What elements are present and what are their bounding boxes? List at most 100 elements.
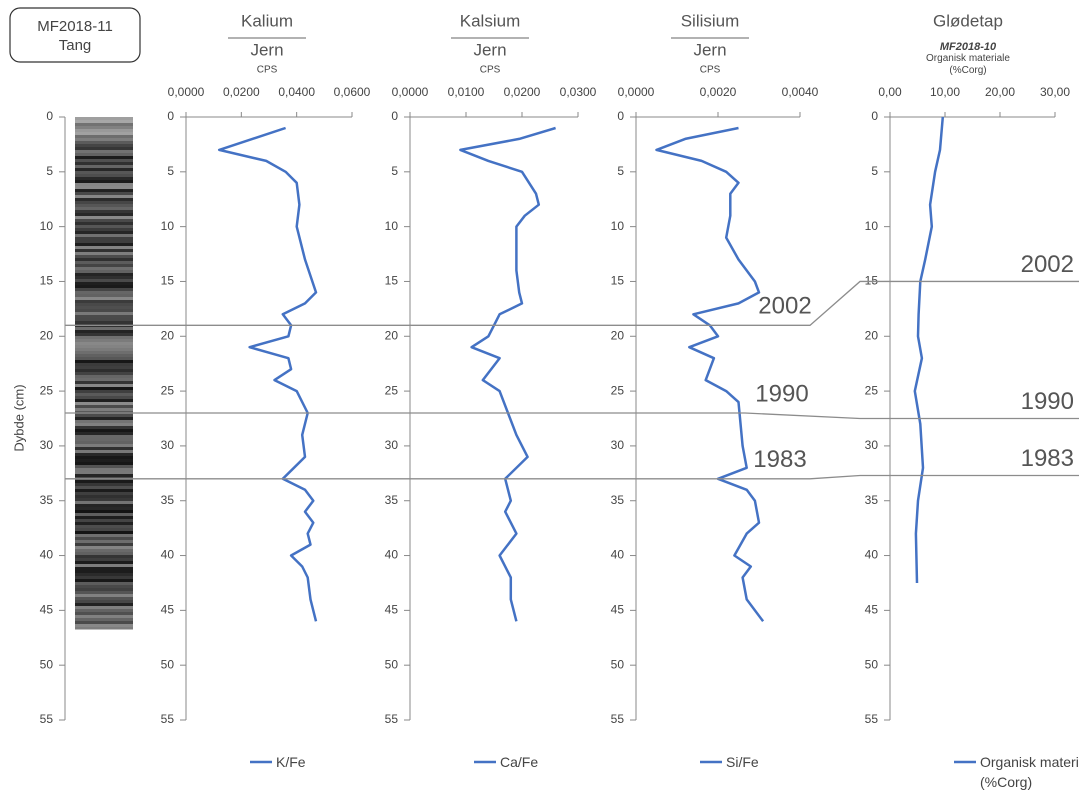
core-stripe <box>75 540 133 544</box>
x-tick-label: 0,0100 <box>448 85 485 99</box>
legend-box: Ca/Fe <box>500 754 538 770</box>
y-axis-label: Dybde (cm) <box>11 384 26 451</box>
core-stripe <box>75 360 133 364</box>
x-tick-label: 0,0300 <box>560 85 597 99</box>
core-stripe <box>75 600 133 604</box>
core-image <box>75 117 133 630</box>
year-label: 1983 <box>753 446 806 473</box>
core-stripe <box>75 279 133 283</box>
year-label: 1990 <box>755 380 808 407</box>
y-tick-label: 20 <box>611 328 625 342</box>
core-stripe <box>75 366 133 370</box>
y-tick-label: 45 <box>40 603 54 617</box>
core-stripe <box>75 621 133 625</box>
y-tick-label: 35 <box>161 493 175 507</box>
x-tick-label: 20,00 <box>985 85 1015 99</box>
x-tick-label: 0,0400 <box>278 85 315 99</box>
core-stripe <box>75 522 133 526</box>
y-tick-label: 50 <box>865 657 879 671</box>
core-stripe <box>75 573 133 577</box>
y-tick-label: 20 <box>865 328 879 342</box>
y-tick-label: 40 <box>611 548 625 562</box>
core-stripe <box>75 555 133 559</box>
core-stripe <box>75 186 133 190</box>
y-tick-label: 0 <box>46 109 53 123</box>
core-stripe <box>75 249 133 253</box>
core-stripe <box>75 321 133 325</box>
core-stripe <box>75 618 133 622</box>
core-stripe <box>75 402 133 406</box>
core-stripe <box>75 426 133 430</box>
y-tick-label: 0 <box>167 109 174 123</box>
legend-box: Organisk materiale (%Corg) <box>980 754 1079 790</box>
y-tick-label: 30 <box>385 438 399 452</box>
core-stripe <box>75 576 133 580</box>
x-tick-label: 10,00 <box>930 85 960 99</box>
core-stripe <box>75 627 133 630</box>
core-stripe <box>75 213 133 217</box>
y-tick-label: 20 <box>385 328 399 342</box>
core-stripe <box>75 465 133 469</box>
core-stripe <box>75 582 133 586</box>
core-stripe <box>75 120 133 124</box>
core-stripe <box>75 447 133 451</box>
core-stripe <box>75 333 133 337</box>
core-stripe <box>75 348 133 352</box>
core-stripe <box>75 405 133 409</box>
core-stripe <box>75 561 133 565</box>
core-stripe <box>75 336 133 340</box>
core-stripe <box>75 606 133 610</box>
core-stripe <box>75 246 133 250</box>
core-stripe <box>75 489 133 493</box>
panel-title: Glødetap <box>933 11 1003 30</box>
core-stripe <box>75 441 133 445</box>
core-stripe <box>75 591 133 595</box>
core-stripe <box>75 159 133 163</box>
y-tick-label: 50 <box>40 657 54 671</box>
y-tick-label: 55 <box>865 712 879 726</box>
core-stripe <box>75 513 133 517</box>
core-stripe <box>75 414 133 418</box>
core-stripe <box>75 282 133 286</box>
core-stripe <box>75 507 133 511</box>
x-tick-label: 0,0040 <box>782 85 819 99</box>
panel-unit: CPS <box>257 65 278 76</box>
correlation-line <box>65 412 1079 420</box>
y-tick-label: 15 <box>40 274 54 288</box>
y-tick-label: 10 <box>161 219 175 233</box>
core-stripe <box>75 570 133 574</box>
y-tick-label: 30 <box>611 438 625 452</box>
year-label: 1990 <box>1021 388 1074 415</box>
y-tick-label: 5 <box>617 164 624 178</box>
x-tick-label: 0,0000 <box>168 85 205 99</box>
core-stripe <box>75 375 133 379</box>
core-stripe <box>75 252 133 256</box>
core-stripe <box>75 174 133 178</box>
panel-unit: CPS <box>700 65 721 76</box>
core-stripe <box>75 183 133 187</box>
y-tick-label: 35 <box>865 493 879 507</box>
core-stripe <box>75 510 133 514</box>
core-stripe <box>75 288 133 292</box>
panel-title: Kalium <box>241 11 293 30</box>
y-tick-label: 10 <box>40 219 54 233</box>
core-stripe <box>75 624 133 628</box>
y-tick-label: 30 <box>40 438 54 452</box>
core-stripe <box>75 156 133 160</box>
core-stripe <box>75 408 133 412</box>
core-stripe <box>75 171 133 175</box>
core-stripe <box>75 543 133 547</box>
y-tick-label: 10 <box>385 219 399 233</box>
core-stripe <box>75 300 133 304</box>
core-stripe <box>75 558 133 562</box>
profile-line <box>217 126 318 622</box>
y-tick-label: 25 <box>161 383 175 397</box>
panel-subtitle: Jern <box>250 40 283 59</box>
core-subtitle: Tang <box>59 37 92 54</box>
core-stripe <box>75 579 133 583</box>
y-tick-label: 35 <box>611 493 625 507</box>
core-stripe <box>75 345 133 349</box>
y-tick-label: 0 <box>391 109 398 123</box>
core-stripe <box>75 390 133 394</box>
core-stripe <box>75 141 133 145</box>
